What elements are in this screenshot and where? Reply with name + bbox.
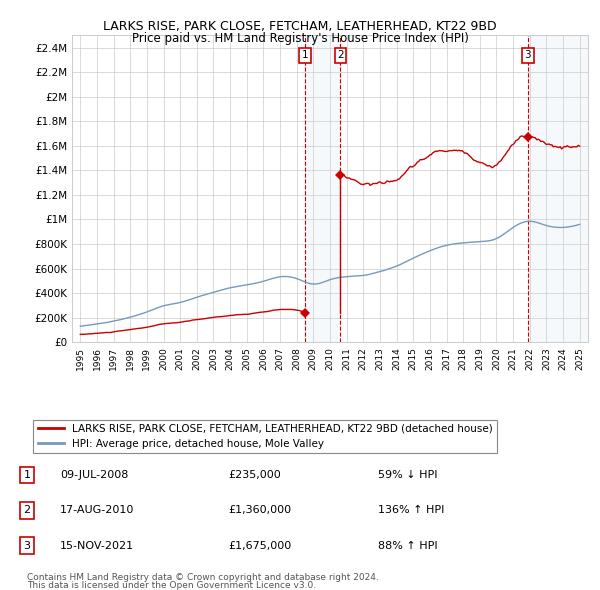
Text: 2: 2 (23, 506, 31, 515)
Text: £1,675,000: £1,675,000 (228, 541, 291, 550)
Text: £1,360,000: £1,360,000 (228, 506, 291, 515)
Bar (528, 35, 588, 342)
Legend: LARKS RISE, PARK CLOSE, FETCHAM, LEATHERHEAD, KT22 9BD (detached house), HPI: Av: LARKS RISE, PARK CLOSE, FETCHAM, LEATHER… (34, 419, 497, 453)
Text: 3: 3 (524, 50, 531, 60)
Text: This data is licensed under the Open Government Licence v3.0.: This data is licensed under the Open Gov… (27, 581, 316, 590)
Text: 136% ↑ HPI: 136% ↑ HPI (378, 506, 445, 515)
Text: 09-JUL-2008: 09-JUL-2008 (60, 470, 128, 480)
Text: 59% ↓ HPI: 59% ↓ HPI (378, 470, 437, 480)
Text: 88% ↑ HPI: 88% ↑ HPI (378, 541, 437, 550)
Text: 1: 1 (302, 50, 308, 60)
Text: 3: 3 (23, 541, 31, 550)
Text: 2: 2 (337, 50, 344, 60)
Bar (305, 35, 340, 342)
Text: Contains HM Land Registry data © Crown copyright and database right 2024.: Contains HM Land Registry data © Crown c… (27, 572, 379, 582)
Text: 17-AUG-2010: 17-AUG-2010 (60, 506, 134, 515)
Text: LARKS RISE, PARK CLOSE, FETCHAM, LEATHERHEAD, KT22 9BD: LARKS RISE, PARK CLOSE, FETCHAM, LEATHER… (103, 20, 497, 33)
Text: £235,000: £235,000 (228, 470, 281, 480)
Text: 1: 1 (23, 470, 31, 480)
Text: 15-NOV-2021: 15-NOV-2021 (60, 541, 134, 550)
Text: Price paid vs. HM Land Registry's House Price Index (HPI): Price paid vs. HM Land Registry's House … (131, 32, 469, 45)
